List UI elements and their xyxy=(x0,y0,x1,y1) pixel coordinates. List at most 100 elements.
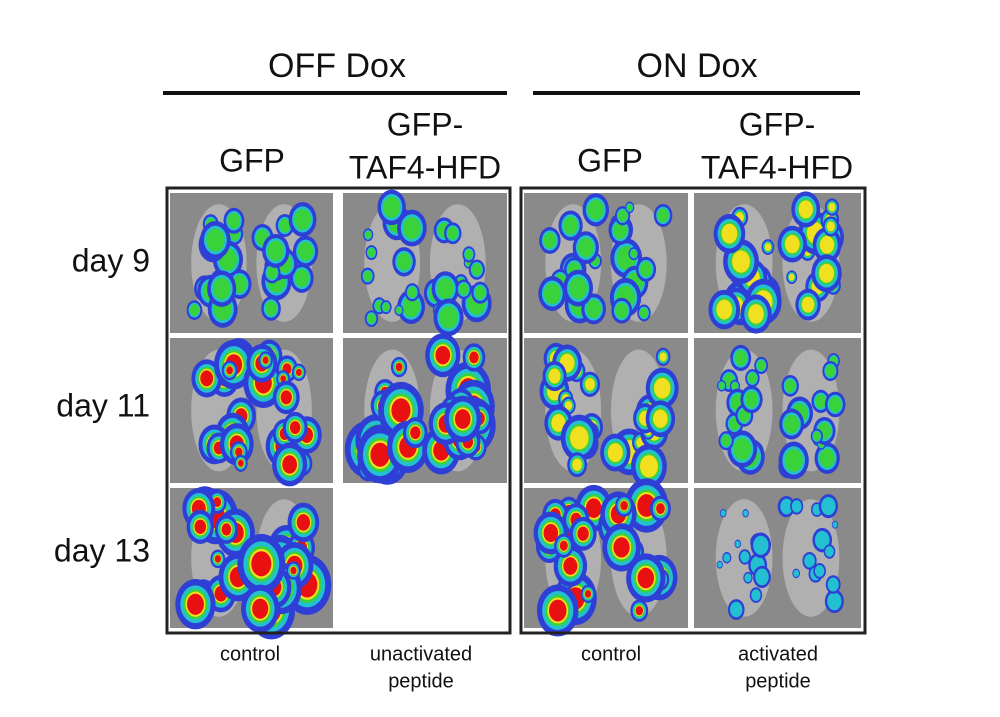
signal xyxy=(784,449,803,472)
signal xyxy=(294,209,311,230)
signal xyxy=(226,366,233,375)
row-label: day 9 xyxy=(72,242,150,278)
signal xyxy=(586,299,602,319)
imaging-panel xyxy=(524,338,688,489)
signal xyxy=(732,250,750,273)
signal xyxy=(367,248,376,258)
signal xyxy=(543,232,557,249)
signal xyxy=(733,437,752,461)
signal xyxy=(280,390,292,405)
signal xyxy=(827,577,839,592)
signal xyxy=(804,554,815,568)
signal xyxy=(793,569,800,578)
signal xyxy=(382,302,390,312)
signal xyxy=(788,273,795,281)
signal xyxy=(721,223,738,244)
signal xyxy=(798,200,813,219)
group-title: ON Dox xyxy=(637,47,758,85)
signal xyxy=(543,523,559,543)
signal xyxy=(403,216,421,240)
signal xyxy=(639,455,658,478)
signal xyxy=(548,368,561,384)
signal xyxy=(819,235,835,254)
signal xyxy=(383,196,401,218)
signal xyxy=(753,535,769,555)
signal xyxy=(740,551,750,563)
signal xyxy=(626,203,633,211)
signal xyxy=(814,530,830,550)
signal xyxy=(657,208,669,223)
signal xyxy=(212,277,231,300)
signal xyxy=(395,362,403,372)
signal xyxy=(213,497,222,508)
imaging-panel xyxy=(170,486,333,640)
row-label: day 13 xyxy=(54,532,150,568)
signal xyxy=(815,394,827,409)
signal xyxy=(469,351,479,364)
signal xyxy=(587,199,604,220)
signal xyxy=(738,408,750,423)
signal xyxy=(564,401,573,411)
signal xyxy=(637,567,655,589)
signal xyxy=(235,447,243,457)
signal xyxy=(577,526,589,541)
imaging-panel xyxy=(170,338,333,487)
signal xyxy=(290,566,297,575)
signal xyxy=(280,375,287,383)
signal xyxy=(206,228,225,252)
signal xyxy=(227,212,241,229)
signal xyxy=(265,301,277,316)
signal xyxy=(639,307,649,318)
signal xyxy=(791,500,802,513)
signal xyxy=(613,221,628,240)
caption: unactivated xyxy=(370,643,472,665)
signal xyxy=(784,234,800,254)
signal xyxy=(825,546,834,557)
signal xyxy=(465,249,473,260)
signal xyxy=(474,286,486,300)
signal xyxy=(189,304,200,317)
signal xyxy=(396,306,402,314)
signal xyxy=(559,540,568,551)
signal xyxy=(639,261,653,277)
signal xyxy=(718,382,725,390)
signal xyxy=(397,252,412,271)
signal xyxy=(252,598,269,619)
signal xyxy=(607,443,623,463)
signal xyxy=(563,557,578,575)
signal xyxy=(298,241,314,261)
signal xyxy=(186,593,204,615)
caption: peptide xyxy=(388,670,454,692)
imaging-panel xyxy=(524,478,688,637)
signal xyxy=(410,426,421,440)
caption: activated xyxy=(738,643,818,665)
signal xyxy=(717,561,723,568)
signal xyxy=(814,565,825,577)
signal xyxy=(784,414,800,434)
signal xyxy=(262,356,269,364)
signal xyxy=(221,523,232,536)
signal xyxy=(780,498,793,515)
signal xyxy=(764,243,772,252)
group-box xyxy=(165,186,512,635)
signal xyxy=(720,510,726,517)
signal xyxy=(454,409,471,429)
caption: control xyxy=(581,643,641,665)
signal xyxy=(584,590,592,598)
signal xyxy=(617,209,628,222)
signal xyxy=(251,551,272,577)
signal xyxy=(391,398,411,423)
signal xyxy=(821,497,836,516)
group-title: OFF Dox xyxy=(268,47,406,85)
signal xyxy=(563,216,578,235)
signal xyxy=(548,599,567,622)
signal xyxy=(748,372,757,384)
signal xyxy=(723,553,731,563)
signal xyxy=(585,498,602,519)
signal xyxy=(613,537,630,558)
signal xyxy=(785,379,796,393)
signal xyxy=(569,276,588,300)
signal xyxy=(744,391,759,408)
signal xyxy=(825,364,836,378)
signal xyxy=(266,266,278,280)
